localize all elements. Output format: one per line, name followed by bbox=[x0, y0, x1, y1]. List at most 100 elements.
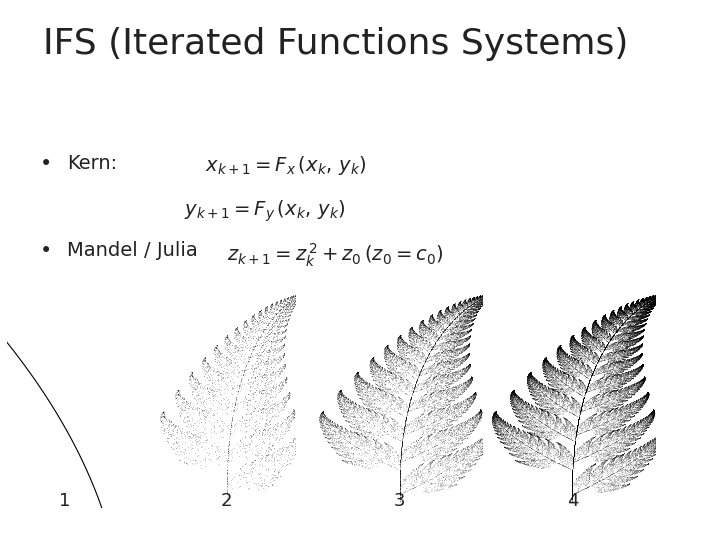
Point bbox=[405, 453, 417, 461]
Point bbox=[609, 484, 621, 492]
Point bbox=[629, 438, 641, 447]
Point bbox=[580, 365, 591, 374]
Point bbox=[624, 472, 635, 481]
Point bbox=[620, 373, 631, 382]
Point bbox=[506, 447, 518, 455]
Point bbox=[452, 330, 464, 339]
Point bbox=[635, 311, 647, 320]
Point bbox=[462, 352, 473, 360]
Point bbox=[627, 297, 639, 306]
Point bbox=[593, 337, 604, 346]
Point bbox=[411, 334, 423, 343]
Point bbox=[417, 317, 428, 326]
Point bbox=[609, 333, 621, 342]
Point bbox=[563, 434, 575, 443]
Point bbox=[584, 333, 595, 342]
Point bbox=[567, 330, 579, 339]
Point bbox=[481, 294, 492, 302]
Point bbox=[456, 418, 467, 427]
Point bbox=[616, 349, 628, 357]
Point bbox=[644, 307, 656, 316]
Point bbox=[627, 299, 639, 307]
Point bbox=[552, 343, 564, 352]
Point bbox=[645, 304, 657, 313]
Point bbox=[627, 297, 639, 306]
Point bbox=[629, 367, 641, 376]
Point bbox=[193, 436, 204, 444]
Point bbox=[635, 462, 647, 471]
Point bbox=[598, 315, 609, 324]
Point bbox=[621, 415, 633, 424]
Point bbox=[625, 350, 636, 359]
Point bbox=[628, 381, 639, 389]
Point bbox=[544, 368, 555, 376]
Point bbox=[636, 321, 648, 330]
Point bbox=[557, 400, 568, 409]
Point bbox=[538, 357, 549, 366]
Point bbox=[482, 290, 494, 299]
Point bbox=[639, 375, 650, 384]
Point bbox=[629, 346, 641, 355]
Point bbox=[531, 388, 542, 397]
Point bbox=[466, 300, 477, 308]
Point bbox=[605, 368, 616, 377]
Point bbox=[653, 294, 665, 302]
Point bbox=[455, 314, 467, 323]
Point bbox=[505, 390, 517, 399]
Point bbox=[577, 324, 588, 333]
Point bbox=[629, 335, 641, 344]
Point bbox=[582, 347, 594, 355]
Point bbox=[425, 368, 436, 377]
Point bbox=[636, 393, 647, 401]
Point bbox=[637, 301, 649, 310]
Point bbox=[657, 431, 668, 440]
Point bbox=[607, 350, 618, 359]
Point bbox=[633, 428, 644, 436]
Point bbox=[652, 291, 663, 299]
Point bbox=[663, 290, 675, 299]
Point bbox=[604, 319, 616, 327]
Point bbox=[660, 289, 671, 298]
Point bbox=[623, 402, 634, 410]
Point bbox=[647, 302, 659, 310]
Point bbox=[567, 332, 579, 341]
Point bbox=[443, 308, 454, 317]
Point bbox=[604, 316, 616, 325]
Point bbox=[541, 395, 552, 404]
Point bbox=[584, 332, 595, 340]
Point bbox=[648, 298, 660, 306]
Point bbox=[662, 291, 674, 299]
Point bbox=[534, 382, 545, 390]
Point bbox=[640, 319, 652, 327]
Point bbox=[396, 384, 408, 393]
Point bbox=[446, 353, 458, 361]
Point bbox=[642, 303, 654, 312]
Point bbox=[638, 302, 649, 311]
Point bbox=[417, 338, 428, 346]
Point bbox=[575, 404, 587, 413]
Point bbox=[601, 478, 613, 487]
Point bbox=[578, 322, 590, 331]
Point bbox=[571, 428, 582, 437]
Point bbox=[566, 340, 577, 349]
Point bbox=[459, 296, 470, 305]
Point bbox=[248, 458, 259, 467]
Point bbox=[637, 361, 649, 369]
Point bbox=[575, 328, 587, 336]
Point bbox=[607, 370, 618, 379]
Point bbox=[534, 397, 545, 406]
Point bbox=[503, 421, 514, 429]
Point bbox=[636, 316, 647, 325]
Point bbox=[605, 385, 616, 394]
Point bbox=[415, 385, 427, 394]
Point bbox=[616, 347, 627, 355]
Point bbox=[557, 403, 569, 412]
Point bbox=[477, 437, 488, 446]
Point bbox=[633, 308, 644, 317]
Point bbox=[582, 365, 593, 374]
Point bbox=[567, 454, 579, 462]
Point bbox=[642, 389, 654, 397]
Point bbox=[600, 367, 611, 375]
Point bbox=[619, 351, 631, 360]
Point bbox=[659, 291, 670, 299]
